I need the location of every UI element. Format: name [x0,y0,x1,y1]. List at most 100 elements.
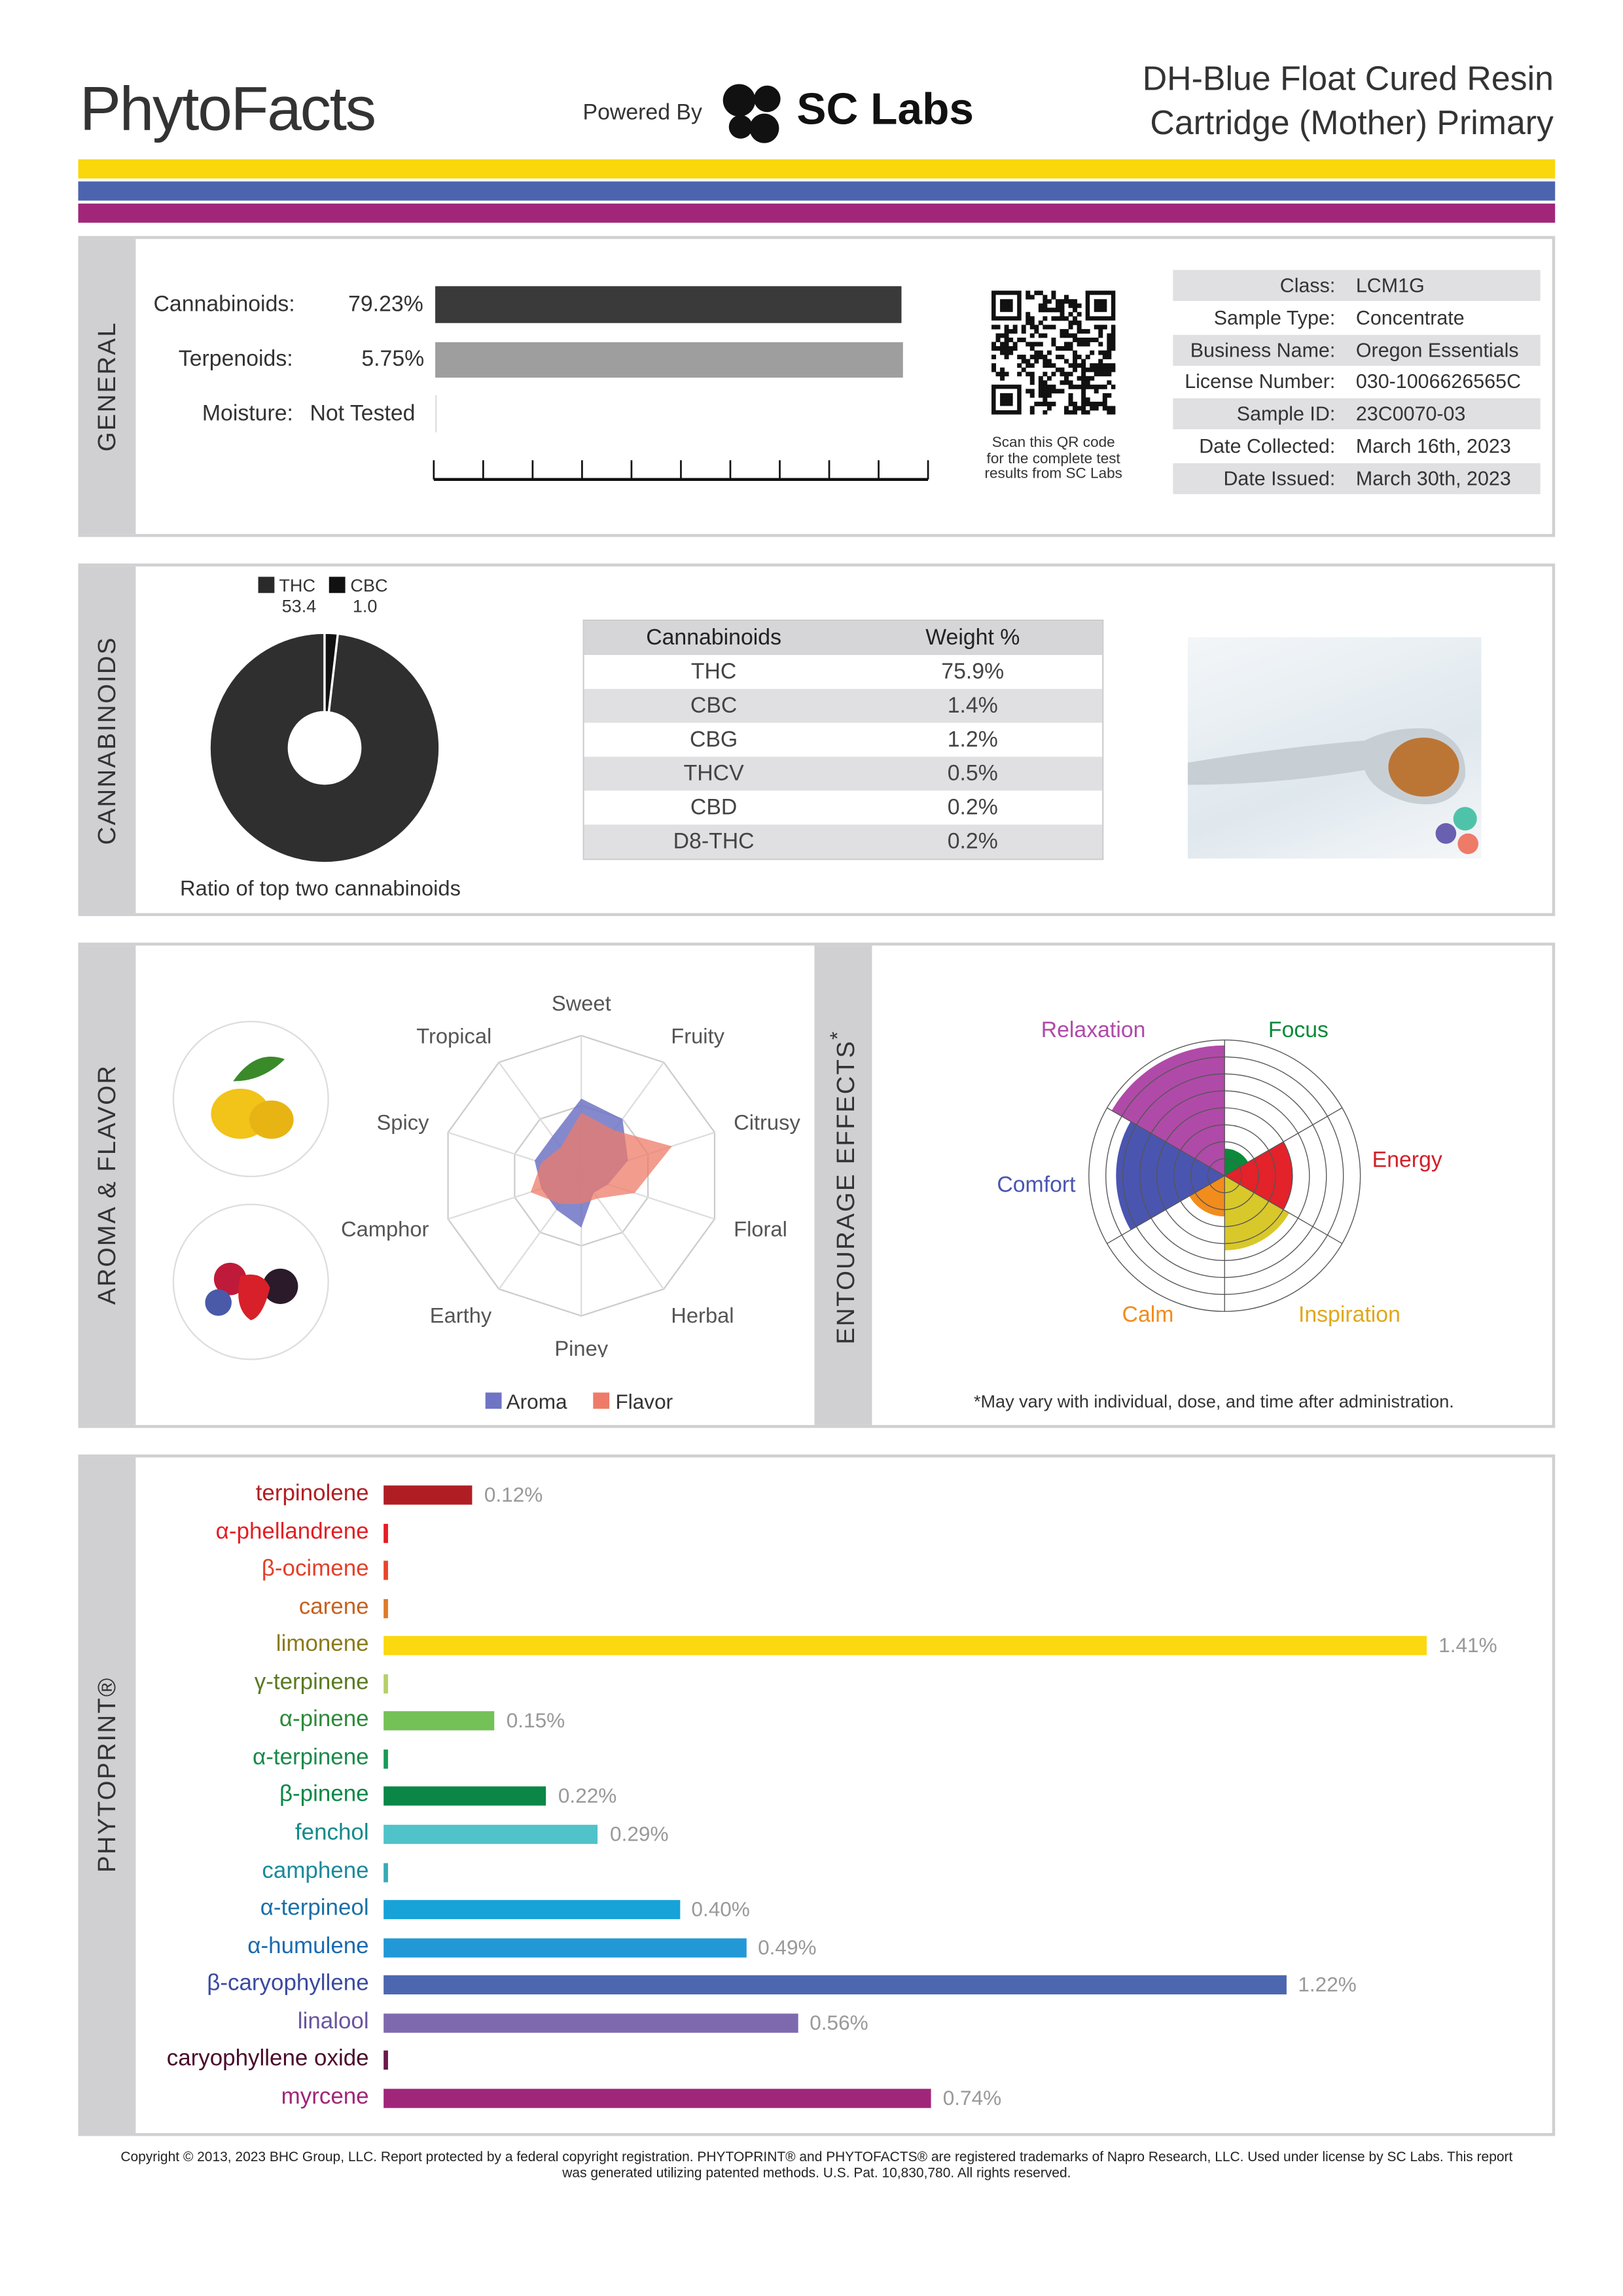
qr-module [1029,363,1035,368]
qr-module [1060,380,1065,385]
qr-module [1077,355,1082,360]
terpene-label: β-ocimene [261,1556,369,1582]
qr-module [1107,363,1112,368]
qr-module [1077,376,1082,381]
qr-module [1055,367,1060,372]
qr-module [1008,328,1014,334]
lemon-image [172,1021,329,1178]
table-cell: 0.2% [947,829,998,855]
qr-module [1090,376,1095,381]
powered-by-label: Powered By [582,100,702,126]
radar-axis-label: Spicy [377,1110,430,1135]
radar-axis-label: Citrusy [734,1110,800,1135]
terpene-bar [383,1485,473,1505]
qr-module [1085,380,1090,385]
qr-module [1094,389,1099,394]
qr-module [1029,294,1035,300]
effect-label-focus: Focus [1268,1017,1329,1042]
qr-code[interactable] [991,291,1116,415]
qr-module [1077,325,1082,330]
qr-module [995,372,1001,377]
terpene-bar [383,2013,798,2032]
qr-module [1038,350,1043,355]
info-row: Class: LCM1G [1173,270,1541,301]
qr-module [1094,367,1099,372]
qr-module [1046,359,1052,364]
qr-module [991,346,997,351]
qr-module [1073,308,1078,313]
legend-value-thc: 53.4 [281,595,317,617]
qr-finder [991,291,1022,321]
legend-swatch-cbc [329,576,346,593]
qr-module [1068,363,1073,368]
table-cell: 0.5% [947,761,998,786]
radar-series-flavor [530,1112,672,1205]
qr-module [1051,316,1056,321]
qr-module [1073,406,1078,411]
aroma-radar-chart: Sweet Fruity Citrusy Floral Herbal Piney Earth… [341,991,800,1357]
qr-module [1051,389,1056,394]
qr-module [1098,359,1103,364]
qr-module [1060,333,1065,338]
info-row: Sample Type: Concentrate [1173,302,1540,333]
info-row: License Number: 030-1006626565C [1173,366,1540,397]
qr-module [1111,342,1116,347]
terpene-bar [383,1711,495,1731]
qr-module [1038,303,1043,308]
cannabinoids-value: 79.23% [348,292,423,317]
qr-module [1046,325,1052,330]
qr-module [1043,333,1048,338]
phytoprint-section-label: PHYTOPRINT® [93,1676,121,1873]
qr-module [1107,333,1112,338]
terpene-bar [383,1674,387,1693]
qr-module [1064,299,1069,304]
qr-module [1073,337,1078,342]
entourage-title: ENTOURAGE EFFECTS [832,1039,860,1345]
qr-module [1000,376,1005,381]
qr-module [1098,328,1103,334]
qr-module [1090,337,1095,342]
qr-module [1081,384,1086,389]
qr-module [1064,346,1069,351]
qr-module [1000,367,1005,372]
legend-swatch-flavor [593,1392,610,1409]
qr-module [1081,380,1086,385]
qr-module [1073,410,1078,415]
qr-module [1064,294,1069,300]
terpene-label: linalool [297,2008,369,2034]
qr-module [1004,325,1009,330]
radar-axis-label: Piney [554,1336,608,1357]
qr-module [1064,359,1069,364]
info-row: Date Collected: March 16th, 2023 [1173,431,1540,461]
qr-module [1107,355,1112,360]
qr-module [1029,389,1035,394]
qr-module [1081,337,1086,342]
terpene-label: myrcene [281,2084,369,2110]
qr-module [1073,363,1078,368]
qr-module [1085,384,1090,389]
cannabinoids-bar [435,286,902,323]
qr-module [1034,359,1039,364]
qr-module [1026,294,1031,300]
moisture-value: Not Tested [310,401,416,427]
qr-module [1107,380,1112,385]
qr-module [1029,410,1035,415]
table-cell: CBG [689,727,738,752]
qr-module [1107,410,1112,415]
qr-module [991,355,997,360]
effect-sector-calm [1189,1175,1225,1217]
footer: Copyright © 2013, 2023 BHC Group, LLC. R… [78,2149,1555,2180]
qr-module [1029,380,1035,385]
qr-module [1029,333,1035,338]
qr-module [1051,337,1056,342]
info-label: Business Name: [1190,338,1336,361]
qr-module [1029,372,1035,377]
terpene-bar [383,1787,546,1807]
terpene-label: γ-terpinene [254,1669,369,1695]
table-cell: 75.9% [941,659,1005,685]
qr-module [1051,384,1056,389]
effect-label-inspiration: Inspiration [1298,1302,1400,1327]
qr-module [1060,346,1065,351]
polar-spoke [1107,1107,1225,1176]
qr-module [1081,393,1086,398]
